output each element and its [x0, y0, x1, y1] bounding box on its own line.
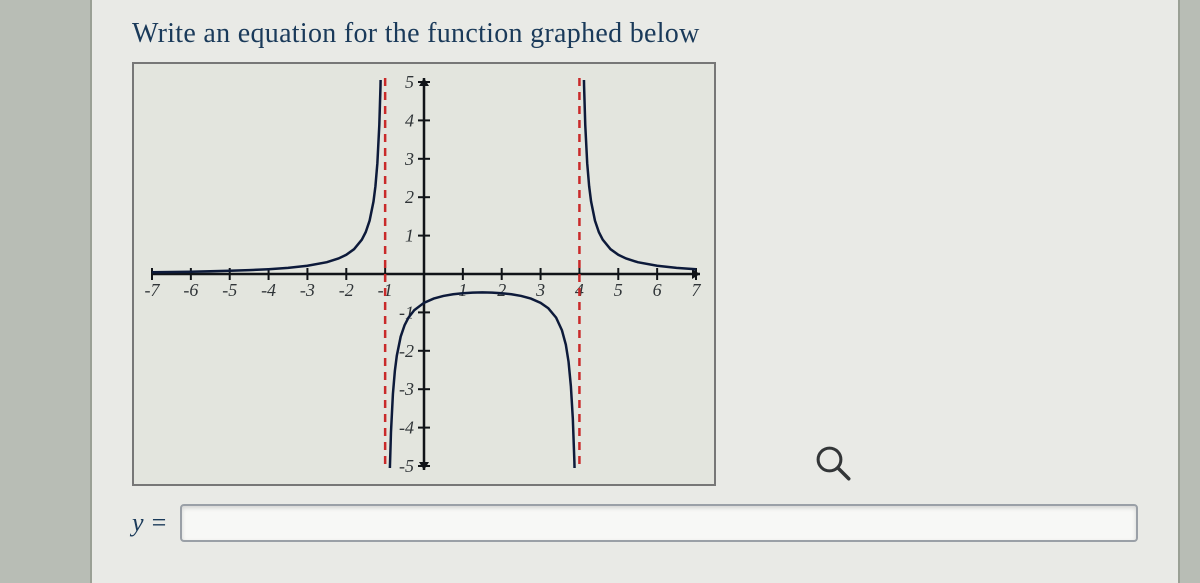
svg-text:-3: -3: [399, 379, 414, 399]
svg-text:-4: -4: [261, 280, 276, 300]
answer-row: y =: [132, 504, 1148, 542]
svg-text:3: 3: [404, 149, 414, 169]
svg-text:-2: -2: [399, 341, 414, 361]
svg-text:2: 2: [405, 187, 414, 207]
svg-text:-7: -7: [145, 280, 161, 300]
svg-text:-5: -5: [222, 280, 237, 300]
zoom-button[interactable]: [812, 442, 854, 484]
chart-row: -7-6-5-4-3-2-11234567-5-4-3-2-112345: [132, 62, 1148, 486]
svg-text:1: 1: [458, 280, 467, 300]
svg-text:4: 4: [405, 110, 414, 130]
svg-text:-2: -2: [339, 280, 354, 300]
function-graph: -7-6-5-4-3-2-11234567-5-4-3-2-112345: [132, 62, 716, 486]
svg-text:-4: -4: [399, 418, 414, 438]
answer-input[interactable]: [180, 504, 1138, 542]
svg-text:3: 3: [535, 280, 545, 300]
svg-text:-6: -6: [183, 280, 198, 300]
svg-text:7: 7: [692, 280, 702, 300]
question-panel: Write an equation for the function graph…: [90, 0, 1180, 583]
svg-text:2: 2: [497, 280, 506, 300]
magnifier-icon: [812, 442, 854, 484]
svg-text:5: 5: [405, 72, 414, 92]
question-prompt: Write an equation for the function graph…: [132, 18, 1148, 50]
svg-text:-5: -5: [399, 456, 414, 476]
answer-label: y =: [132, 508, 168, 538]
svg-text:5: 5: [614, 280, 623, 300]
svg-text:6: 6: [653, 280, 662, 300]
svg-text:1: 1: [405, 226, 414, 246]
svg-text:-3: -3: [300, 280, 315, 300]
